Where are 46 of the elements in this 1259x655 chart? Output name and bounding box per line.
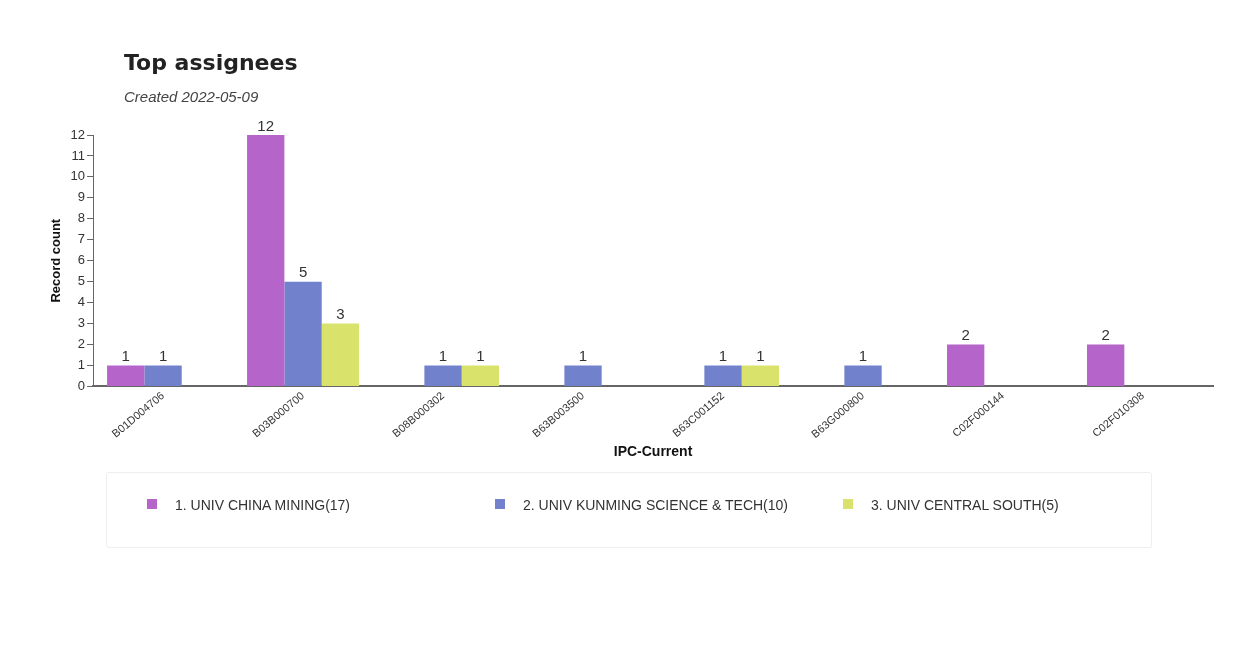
legend-label: 3. UNIV CENTRAL SOUTH(5) (871, 497, 1059, 513)
legend-label: 2. UNIV KUNMING SCIENCE & TECH(10) (523, 497, 789, 513)
y-tick-label: 7 (77, 231, 86, 247)
bar (424, 365, 462, 386)
bar (947, 344, 985, 386)
y-tick-label: 1 (77, 357, 86, 373)
y-tick-label: 8 (77, 210, 86, 226)
bar (564, 365, 602, 386)
bar (704, 365, 742, 386)
data-label: 1 (578, 347, 588, 365)
y-tick-label: 5 (77, 273, 86, 289)
data-label: 1 (438, 347, 448, 365)
bar (144, 365, 182, 386)
bar (107, 365, 145, 386)
data-label: 1 (858, 347, 868, 365)
legend-label: 1. UNIV CHINA MINING(17) (175, 497, 351, 513)
y-tick-label: 6 (77, 252, 86, 268)
bar (284, 281, 322, 386)
bar (1087, 344, 1125, 386)
bar (247, 135, 285, 386)
chart-subtitle: Created 2022-05-09 (124, 88, 259, 105)
data-label: 3 (336, 305, 345, 323)
x-axis-title: IPC-Current (613, 443, 693, 460)
data-label: 1 (756, 347, 765, 365)
data-label: 5 (298, 263, 308, 281)
y-tick-label: 11 (71, 147, 86, 163)
bar (321, 323, 360, 386)
chart-title: Top assignees (124, 50, 298, 75)
data-label: 1 (158, 347, 168, 365)
y-tick-label: 4 (77, 294, 86, 310)
y-tick-label: 10 (70, 168, 86, 184)
data-label: 2 (961, 326, 970, 344)
y-tick-label: 0 (77, 377, 86, 393)
bar (741, 365, 780, 386)
y-axis-title: Record count (48, 218, 64, 303)
data-label: 12 (257, 116, 275, 134)
y-tick-label: 3 (77, 315, 86, 331)
y-tick-label: 9 (77, 189, 86, 205)
y-tick-label: 2 (77, 336, 86, 352)
data-label: 1 (476, 347, 485, 365)
y-tick-label: 12 (70, 126, 86, 142)
data-label: 1 (718, 347, 728, 365)
data-label: 1 (121, 347, 130, 365)
data-label: 2 (1101, 326, 1110, 344)
bar (844, 365, 882, 386)
bar (461, 365, 500, 386)
